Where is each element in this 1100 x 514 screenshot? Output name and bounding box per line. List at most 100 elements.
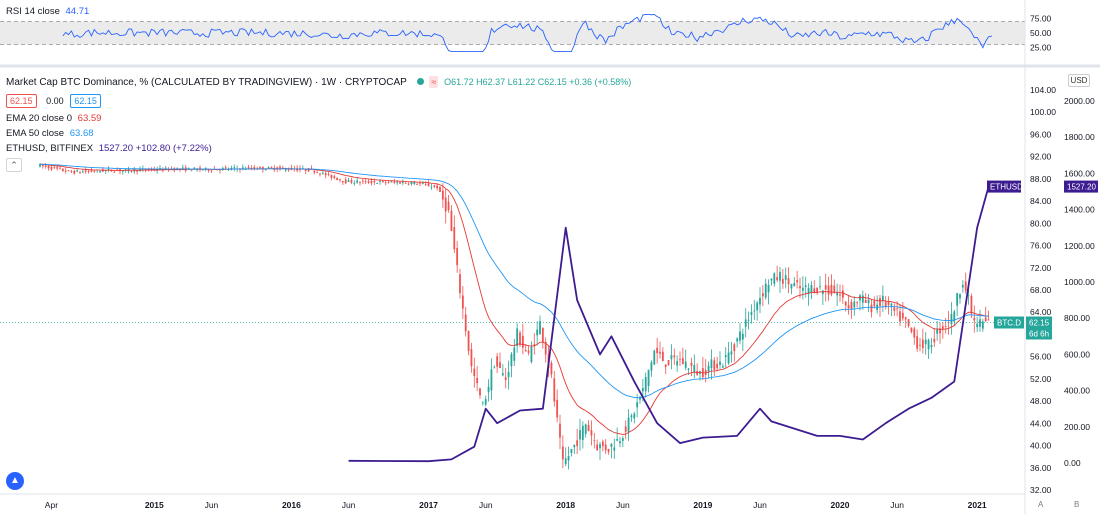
candle-body	[787, 278, 790, 285]
time-tick-label: Jun	[205, 500, 219, 510]
ema20-legend: EMA 20 close 0 63.59	[6, 113, 104, 125]
candle-body	[559, 423, 561, 438]
candle-body	[636, 402, 639, 408]
candle-body	[676, 361, 679, 366]
candle-body	[81, 171, 84, 173]
candle-body	[244, 169, 247, 171]
candle-body	[890, 303, 893, 306]
ema50-line	[39, 163, 989, 399]
candle-body	[750, 312, 753, 316]
candle-body	[716, 363, 719, 369]
auto-scale-button[interactable]: A	[1038, 500, 1044, 509]
candle-body	[687, 368, 690, 370]
candle-body	[504, 377, 507, 381]
currency-button[interactable]: USD	[1068, 74, 1090, 87]
candle-body	[756, 302, 759, 311]
candle-body	[281, 167, 284, 169]
eth-legend: ETHUSD, BITFINEX 1527.20 +102.80 (+7.22%…	[6, 143, 215, 155]
candle-body	[816, 287, 819, 293]
candle-body	[373, 181, 376, 183]
candle-body	[64, 170, 67, 172]
rsi-tick-label: 50.00	[1030, 28, 1052, 38]
candle-body	[807, 288, 810, 295]
candle-body	[204, 167, 207, 169]
candle-body	[279, 166, 281, 169]
candle-body	[187, 167, 190, 169]
candle-body	[76, 170, 79, 172]
candle-body	[784, 275, 787, 280]
candle-body	[870, 304, 873, 313]
candle-body	[304, 168, 307, 171]
candle-body	[327, 173, 330, 175]
candle-body	[821, 290, 824, 295]
candle-body	[653, 350, 656, 365]
candle-body	[727, 352, 730, 364]
time-tick-label: Jun	[616, 500, 630, 510]
candle-body	[221, 168, 224, 169]
candle-body	[270, 166, 273, 168]
candle-body	[113, 171, 116, 173]
candle-body	[919, 344, 921, 346]
eth-tick-label: 800.00	[1064, 313, 1090, 323]
symbol-title[interactable]: Market Cap BTC Dominance, % (CALCULATED …	[6, 77, 407, 88]
candle-body	[524, 350, 527, 352]
tradingview-logo-icon[interactable]: ▲	[6, 472, 24, 490]
candle-body	[253, 167, 256, 170]
candle-body	[393, 182, 396, 183]
candle-body	[907, 319, 910, 327]
candle-body	[610, 443, 613, 447]
candle-body	[461, 295, 464, 309]
candle-body	[827, 285, 830, 295]
time-tick-label: 2020	[831, 500, 850, 510]
candle-body	[350, 180, 353, 183]
candle-body	[479, 388, 481, 396]
candle-body	[536, 329, 539, 336]
candle-body	[744, 319, 747, 327]
candle-body	[79, 172, 81, 174]
chevron-up-icon[interactable]: ⌃	[6, 158, 22, 172]
candle-body	[333, 176, 336, 179]
time-tick-label: 2021	[968, 500, 987, 510]
log-scale-button[interactable]: B	[1074, 500, 1080, 509]
candle-body	[427, 183, 430, 187]
eth-tick-label: 200.00	[1064, 422, 1090, 432]
ask-box[interactable]: 62.15	[70, 94, 101, 108]
candle-body	[830, 284, 833, 295]
candle-body	[719, 361, 721, 365]
candle-body	[359, 181, 361, 183]
btc-tag-countdown: 6d 6h	[1029, 330, 1049, 339]
candle-body	[713, 360, 716, 370]
candle-body	[964, 281, 967, 291]
candle-body	[319, 173, 321, 175]
candle-body	[633, 413, 636, 419]
ethusd-line	[348, 186, 990, 463]
btc-tag-label-bg	[994, 316, 1024, 329]
candle-body	[684, 361, 687, 368]
bid-box[interactable]: 62.15	[6, 94, 37, 108]
status-dot-icon	[416, 78, 424, 85]
candle-body	[84, 170, 87, 172]
candle-body	[364, 180, 367, 182]
btc-tag-value: 62.15	[1029, 319, 1050, 328]
candle-body	[976, 323, 979, 328]
candle-body	[193, 167, 196, 169]
time-tick-label: Apr	[45, 500, 58, 510]
eth-tick-label: 1600.00	[1064, 168, 1095, 178]
candle-body	[696, 371, 699, 375]
candle-body	[796, 280, 799, 283]
candle-body	[361, 180, 364, 182]
time-tick-label: Jun	[342, 500, 356, 510]
candle-body	[90, 169, 93, 172]
candle-body	[499, 362, 501, 369]
candle-body	[607, 448, 610, 453]
candle-body	[761, 293, 764, 297]
candle-body	[790, 284, 793, 289]
candle-body	[956, 293, 959, 306]
candle-body	[630, 415, 633, 418]
candle-body	[850, 301, 853, 310]
candle-body	[573, 444, 576, 448]
rsi-panel	[0, 13, 1025, 53]
wave-icon: ≈	[429, 76, 439, 88]
